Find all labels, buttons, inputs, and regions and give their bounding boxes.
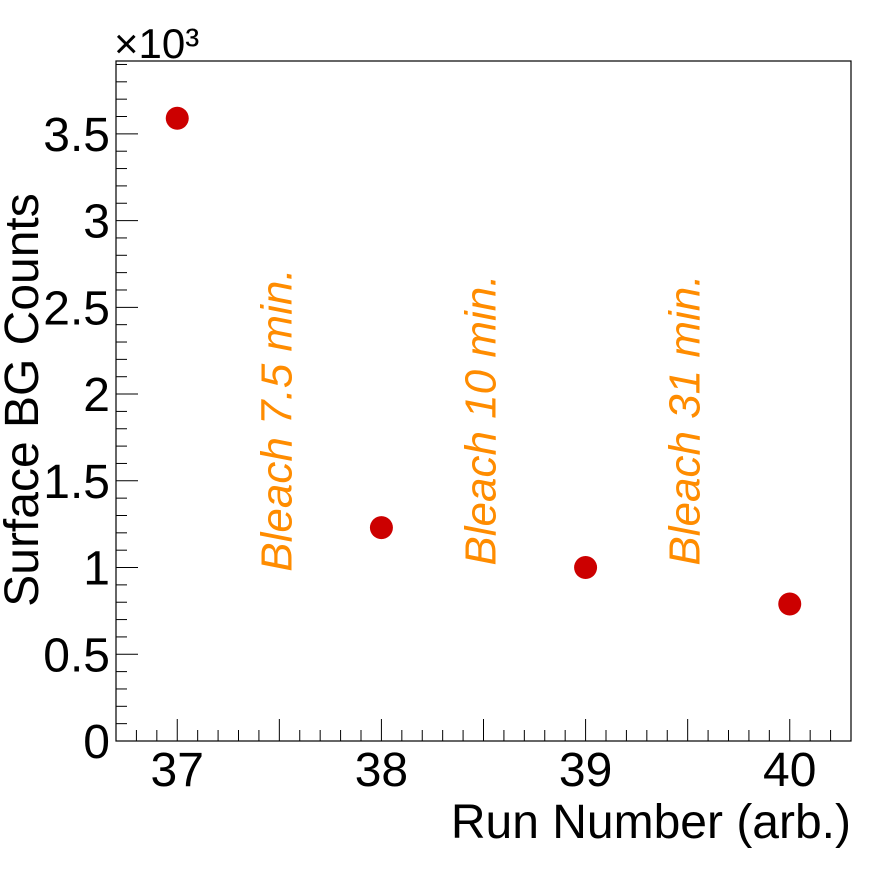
y-axis-label: Surface BG Counts: [0, 193, 49, 607]
x-tick-label: 39: [559, 744, 612, 797]
x-tick-label: 37: [151, 744, 204, 797]
data-point: [165, 106, 189, 130]
y-tick-label: 1.5: [43, 456, 110, 509]
data-point: [778, 592, 802, 616]
data-points: [165, 106, 802, 616]
annotation-label: Bleach 10 min.: [457, 275, 506, 566]
y-tick-label: 3.5: [43, 109, 110, 162]
annotations: Bleach 7.5 min. Bleach 10 min. Bleach 31 m…: [252, 268, 709, 571]
annotation-label: Bleach 31 min.: [661, 275, 710, 566]
y-tick-label: 0: [83, 716, 110, 769]
x-tick-label: 38: [355, 744, 408, 797]
y-tick-label: 3: [83, 196, 110, 249]
y-tick-label: 2: [83, 369, 110, 422]
y-axis-ticks: [116, 63, 138, 742]
y-axis-tick-labels: 0 0.5 1 1.5 2 2.5 3 3.5: [43, 109, 110, 769]
annotation-label: Bleach 7.5 min.: [252, 268, 301, 571]
x-axis-tick-labels: 37 38 39 40: [151, 744, 817, 797]
y-tick-label: 0.5: [43, 629, 110, 682]
y-multiplier-label: ×10³: [114, 20, 199, 67]
x-axis-label: Run Number (arb.): [451, 796, 851, 849]
x-axis-ticks: [115, 719, 852, 741]
data-point: [574, 556, 598, 580]
data-point: [369, 516, 393, 540]
y-tick-label: 2.5: [43, 282, 110, 335]
x-tick-label: 40: [763, 744, 816, 797]
y-tick-label: 1: [83, 543, 110, 596]
